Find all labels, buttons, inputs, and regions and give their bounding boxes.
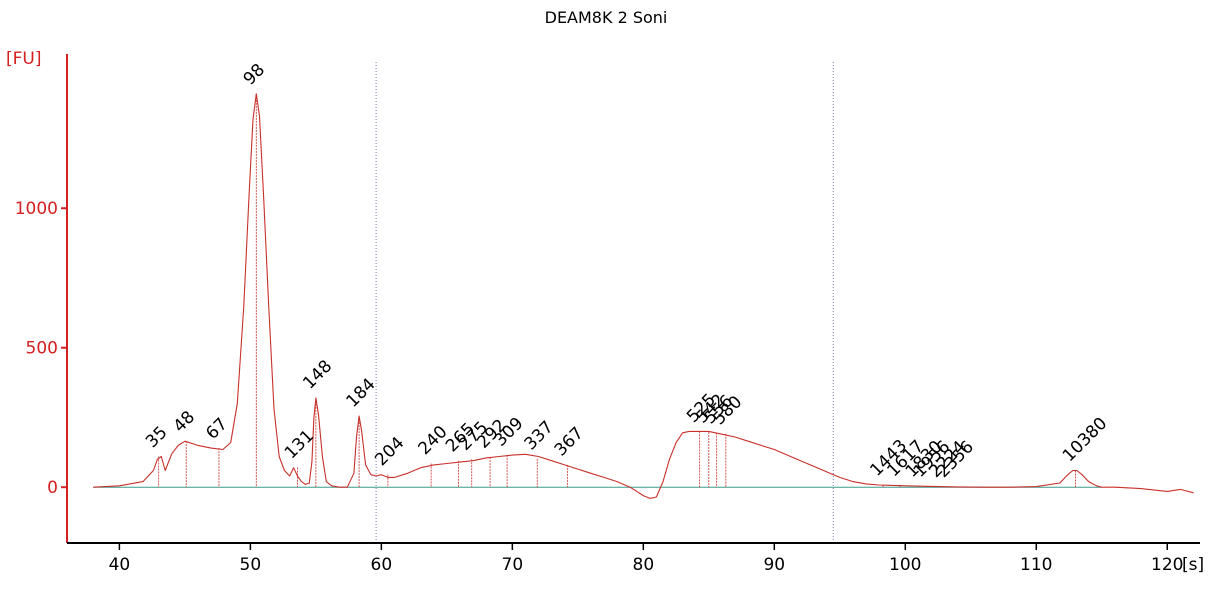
x-tick-label: 50	[240, 555, 262, 575]
peak-label: 98	[240, 60, 269, 89]
x-tick-label: 60	[371, 555, 393, 575]
y-axis-label: [FU]	[6, 49, 42, 69]
peak-label: 148	[299, 356, 336, 393]
y-tick-label: 0	[47, 478, 58, 498]
x-tick-label: 100	[889, 555, 921, 575]
y-tick-label: 1000	[15, 199, 58, 219]
peak-label: 367	[551, 423, 588, 460]
peak-label: 204	[371, 433, 408, 470]
x-tick-label: 90	[763, 555, 785, 575]
chart-title: DEAM8K 2 Soni	[544, 8, 668, 27]
x-tick-label: 80	[633, 555, 655, 575]
fluorescence-trace	[93, 93, 1194, 499]
x-tick-label: 120	[1151, 555, 1183, 575]
x-tick-label: 110	[1020, 555, 1052, 575]
x-axis-label: [s]	[1182, 555, 1204, 575]
peak-label: 184	[342, 375, 379, 412]
y-tick-label: 500	[26, 339, 58, 359]
x-tick-label: 40	[109, 555, 131, 575]
x-tick-label: 70	[502, 555, 524, 575]
peak-label: 10380	[1059, 414, 1111, 466]
peak-label: 48	[170, 407, 199, 436]
peak-label: 67	[202, 414, 231, 443]
peak-label: 35	[142, 423, 171, 452]
